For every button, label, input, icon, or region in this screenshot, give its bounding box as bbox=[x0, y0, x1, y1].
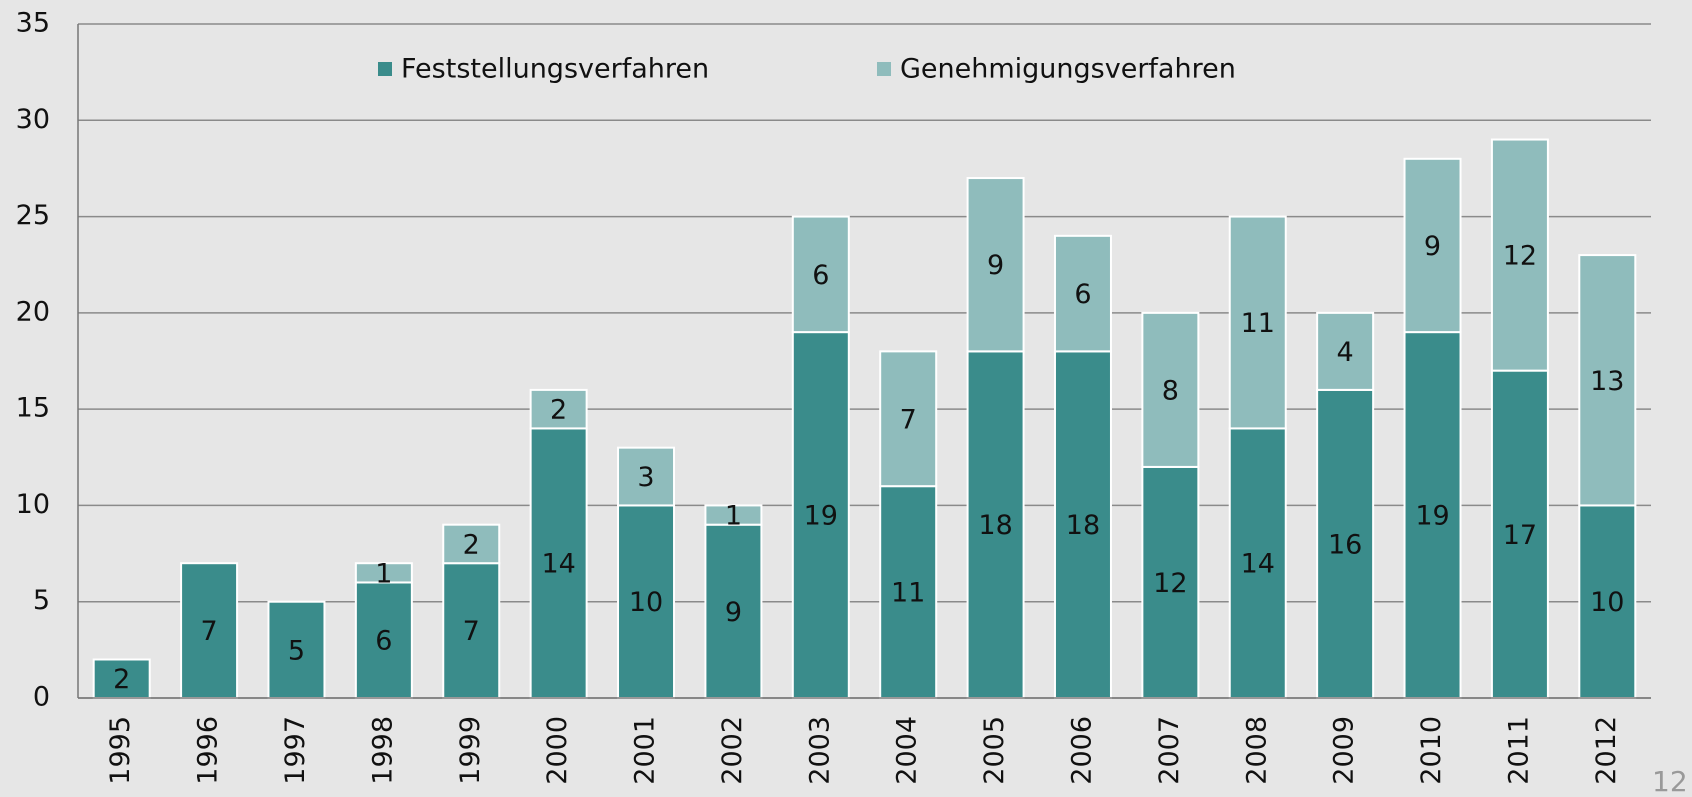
data-label: 2 bbox=[113, 664, 130, 695]
bar-segment bbox=[1053, 234, 1112, 353]
bar-segment bbox=[92, 658, 151, 700]
bar-segment bbox=[1490, 369, 1549, 699]
bar-segment bbox=[1490, 138, 1549, 372]
bar-segment bbox=[879, 485, 938, 699]
x-tick-label: 2009 bbox=[1329, 716, 1360, 785]
bar-segment bbox=[879, 350, 938, 488]
x-tick-label: 2003 bbox=[804, 716, 835, 785]
data-label: 17 bbox=[1503, 520, 1537, 551]
data-label: 11 bbox=[1241, 308, 1275, 339]
bar-segment bbox=[1578, 254, 1637, 507]
x-tick-label: 2011 bbox=[1503, 716, 1534, 785]
x-tick-label: 2007 bbox=[1154, 716, 1185, 785]
data-label: 1 bbox=[725, 501, 742, 532]
x-tick-label: 1999 bbox=[455, 716, 486, 785]
data-label: 6 bbox=[812, 260, 829, 291]
x-tick-label: 2008 bbox=[1241, 716, 1272, 785]
legend-swatch bbox=[378, 62, 392, 76]
data-label: 7 bbox=[900, 404, 917, 435]
bar-segment bbox=[1316, 388, 1375, 699]
bar-segment bbox=[1228, 215, 1287, 430]
y-tick-label: 30 bbox=[16, 104, 50, 135]
data-label: 11 bbox=[891, 578, 925, 609]
bar-segment bbox=[1053, 350, 1112, 699]
data-label: 13 bbox=[1590, 366, 1624, 397]
x-tick-label: 2002 bbox=[717, 716, 748, 785]
bar-segment bbox=[704, 504, 763, 526]
x-tick-label: 2000 bbox=[542, 716, 573, 785]
bar-segment bbox=[529, 388, 588, 430]
x-tick-label: 2001 bbox=[630, 716, 661, 785]
bar-segment bbox=[791, 331, 850, 699]
bar-segment bbox=[791, 215, 850, 334]
x-tick-label: 1998 bbox=[367, 716, 398, 785]
legend-label: Feststellungsverfahren bbox=[401, 54, 709, 85]
bar-segment bbox=[442, 523, 501, 565]
data-label: 16 bbox=[1328, 529, 1362, 560]
data-label: 2 bbox=[550, 395, 567, 426]
legend-label: Genehmigungsverfahren bbox=[900, 54, 1236, 85]
bar-segment bbox=[354, 562, 413, 584]
bar-segment bbox=[180, 562, 239, 700]
bar-segment bbox=[1228, 427, 1287, 699]
data-label: 18 bbox=[978, 510, 1012, 541]
x-tick-label: 2004 bbox=[892, 716, 923, 785]
x-tick-label: 2010 bbox=[1416, 716, 1447, 785]
data-label: 5 bbox=[288, 635, 305, 666]
bar-segment bbox=[704, 523, 763, 700]
data-label: 2 bbox=[463, 529, 480, 560]
data-label: 9 bbox=[1424, 231, 1441, 262]
data-label: 19 bbox=[1415, 501, 1449, 532]
x-tick-label: 2006 bbox=[1066, 716, 1097, 785]
data-label: 14 bbox=[1241, 549, 1275, 580]
data-label: 19 bbox=[804, 501, 838, 532]
x-tick-label: 2005 bbox=[979, 716, 1010, 785]
x-tick-label: 2012 bbox=[1591, 716, 1622, 785]
bar-segment bbox=[1316, 311, 1375, 391]
data-label: 12 bbox=[1153, 568, 1187, 599]
data-label: 1 bbox=[375, 558, 392, 589]
data-label: 7 bbox=[200, 616, 217, 647]
y-tick-label: 25 bbox=[16, 200, 50, 231]
x-tick-label: 1997 bbox=[280, 716, 311, 785]
y-tick-label: 0 bbox=[33, 682, 50, 713]
data-label: 4 bbox=[1337, 337, 1354, 368]
data-label: 18 bbox=[1066, 510, 1100, 541]
data-label: 7 bbox=[463, 616, 480, 647]
data-label: 10 bbox=[1590, 587, 1624, 618]
y-tick-label: 35 bbox=[16, 8, 50, 39]
bar-segment bbox=[617, 446, 676, 507]
data-label: 8 bbox=[1162, 375, 1179, 406]
page-number: 12 bbox=[1652, 765, 1688, 797]
y-tick-label: 10 bbox=[16, 489, 50, 520]
y-tick-label: 15 bbox=[16, 393, 50, 424]
y-tick-label: 5 bbox=[33, 585, 50, 616]
data-label: 9 bbox=[987, 250, 1004, 281]
x-tick-label: 1996 bbox=[193, 716, 224, 785]
bar-segment bbox=[617, 504, 676, 699]
legend-swatch bbox=[877, 62, 891, 76]
x-tick-label: 1995 bbox=[105, 716, 136, 785]
bar-segment bbox=[1403, 157, 1462, 334]
data-label: 6 bbox=[1074, 279, 1091, 310]
bar-segment bbox=[966, 350, 1025, 699]
data-label: 12 bbox=[1503, 241, 1537, 272]
data-label: 9 bbox=[725, 597, 742, 628]
y-tick-label: 20 bbox=[16, 296, 50, 327]
data-label: 14 bbox=[541, 549, 575, 580]
bar-segment bbox=[966, 177, 1025, 353]
bar-segment bbox=[1141, 311, 1200, 468]
data-label: 6 bbox=[375, 626, 392, 657]
bar-segment bbox=[1403, 331, 1462, 699]
data-label: 10 bbox=[629, 587, 663, 618]
data-label: 3 bbox=[637, 462, 654, 493]
